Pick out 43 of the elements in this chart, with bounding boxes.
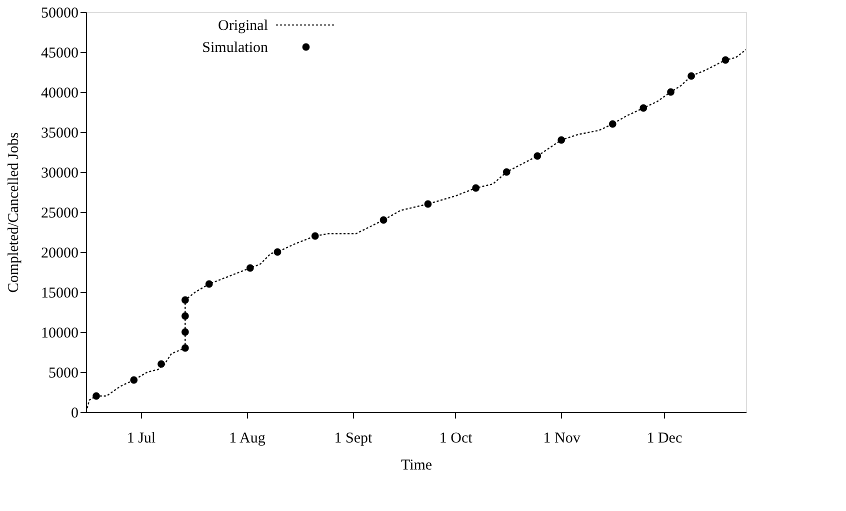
point [558, 136, 566, 144]
x-tick-label: 1 Aug [229, 430, 266, 446]
x-tick-label: 1 Sept [334, 430, 374, 446]
y-tick-label: 45000 [41, 46, 78, 62]
point [92, 392, 100, 400]
point [608, 120, 616, 128]
point [502, 168, 510, 176]
y-axis-title: Completed/Cancelled Jobs [6, 132, 22, 293]
y-tick-label: 30000 [41, 166, 78, 182]
point [181, 328, 189, 336]
point [722, 56, 730, 64]
point [534, 152, 542, 160]
y-tick-label: 50000 [41, 6, 78, 22]
point [130, 376, 138, 384]
y-tick-label: 20000 [41, 246, 78, 262]
x-tick-label: 1 Oct [439, 430, 474, 446]
y-tick-label: 5000 [48, 366, 78, 382]
point [640, 104, 648, 112]
legend-label: Simulation [202, 40, 268, 56]
y-tick-label: 35000 [41, 126, 78, 142]
point [424, 200, 432, 208]
point [688, 72, 695, 80]
point [181, 312, 189, 320]
y-tick-label: 10000 [41, 326, 78, 342]
point [472, 184, 480, 192]
point [274, 248, 282, 256]
y-tick-label: 40000 [41, 86, 78, 102]
point [311, 232, 319, 240]
point [205, 280, 213, 288]
point [380, 216, 388, 224]
y-tick-label: 15000 [41, 286, 78, 302]
y-tick-label: 25000 [41, 206, 78, 222]
y-tick-label: 0 [71, 406, 78, 422]
point [667, 88, 674, 96]
x-tick-label: 1 Nov [543, 430, 581, 446]
point [158, 360, 165, 368]
point [181, 296, 189, 304]
legend-label: Original [218, 18, 268, 34]
x-axis-title: Time [400, 458, 432, 474]
x-tick-label: 1 Dec [646, 430, 682, 446]
x-tick-label: 1 Jul [126, 430, 156, 446]
point [246, 264, 254, 272]
point [181, 344, 189, 352]
